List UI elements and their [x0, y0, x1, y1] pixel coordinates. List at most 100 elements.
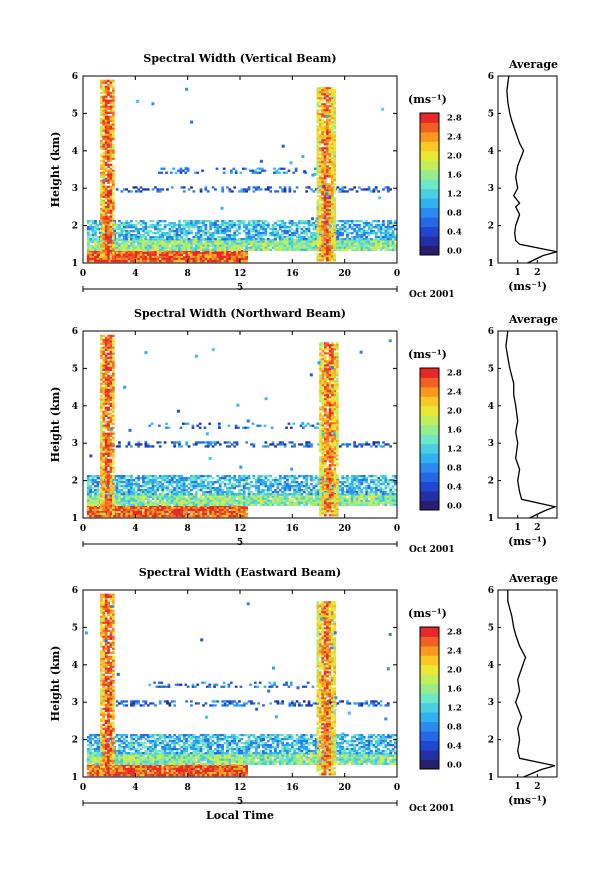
heatmap-cell: [323, 125, 327, 128]
heatmap-cell: [102, 223, 106, 226]
heatmap-cell: [230, 483, 234, 486]
heatmap-cell: [281, 236, 284, 239]
heatmap-cell: [211, 238, 215, 241]
heatmap-cell: [391, 501, 395, 504]
heatmap-cell: [120, 251, 124, 255]
heatmap-cell: [122, 240, 126, 243]
heatmap-cell: [163, 512, 167, 516]
heatmap-cell: [204, 259, 208, 263]
heatmap-cell: [122, 222, 126, 225]
heatmap-cell: [238, 190, 241, 193]
heatmap-cell: [142, 501, 145, 504]
heatmap-cell: [202, 508, 205, 512]
heatmap-cell: [278, 493, 282, 496]
heatmap-cell: [211, 248, 215, 251]
heatmap-cell: [330, 191, 334, 194]
heatmap-cell: [318, 249, 322, 252]
heatmap-cell: [323, 191, 327, 194]
colorbar-swatch: [420, 198, 439, 209]
heatmap-cell: [130, 246, 133, 249]
heatmap-cell: [168, 483, 172, 486]
heatmap-cell: [120, 224, 124, 227]
heatmap-cell: [274, 481, 277, 484]
heatmap-cell: [259, 220, 263, 223]
heatmap-cell: [104, 161, 108, 164]
heatmap-cell: [156, 508, 160, 512]
heatmap-cell: [204, 495, 208, 498]
heatmap-cell: [102, 205, 106, 208]
heatmap-cell: [218, 249, 222, 253]
heatmap-cell: [107, 219, 110, 222]
heatmap-cell: [175, 228, 179, 231]
heatmap-cell: [326, 161, 329, 164]
heatmap-cell: [104, 121, 108, 124]
heatmap-cell: [91, 479, 95, 482]
heatmap-cell: [204, 248, 208, 251]
heatmap-cell: [305, 503, 308, 506]
heatmap-cell: [127, 501, 131, 504]
heatmap-cell: [218, 238, 222, 241]
heatmap-cell: [100, 203, 103, 206]
heatmap-cell: [228, 246, 232, 249]
heatmap-cell: [321, 161, 324, 164]
heatmap-cell: [238, 495, 241, 498]
heatmap-cell: [104, 201, 108, 204]
heatmap-cell: [245, 477, 248, 480]
heatmap-cell: [384, 244, 388, 247]
heatmap-cell: [190, 230, 193, 233]
heatmap-cell: [254, 495, 258, 498]
heatmap-cell: [314, 220, 318, 223]
heatmap-cell: [316, 249, 320, 252]
heatmap-cell: [242, 226, 246, 229]
heatmap-cell: [94, 506, 97, 510]
heatmap-cell: [298, 248, 301, 251]
heatmap-cell: [154, 232, 157, 235]
heatmap-cell: [228, 242, 232, 245]
heatmap-cell: [175, 249, 179, 253]
heatmap-cell: [233, 506, 236, 510]
heatmap-cell: [305, 248, 308, 251]
heatmap-cell: [156, 483, 160, 486]
heatmap-cell: [202, 506, 205, 510]
heatmap-cell: [321, 87, 324, 90]
heatmap-cell: [379, 224, 383, 227]
heatmap-cell: [316, 145, 320, 148]
heatmap-cell: [310, 232, 313, 235]
heatmap-cell: [295, 477, 299, 480]
heatmap-cell: [109, 111, 113, 114]
heatmap-cell: [233, 501, 236, 504]
heatmap-cell: [382, 499, 385, 502]
heatmap-cell: [100, 113, 103, 116]
heatmap-cell: [139, 512, 143, 516]
heatmap-cell: [341, 186, 344, 189]
heatmap-cell: [197, 255, 200, 259]
heatmap-cell: [333, 133, 336, 136]
heatmap-cell: [328, 213, 332, 216]
heatmap-cell: [389, 240, 392, 243]
heatmap-cell: [328, 221, 332, 224]
heatmap-cell: [180, 240, 184, 243]
heatmap-cell: [194, 220, 198, 223]
heatmap-cell: [226, 512, 229, 516]
heatmap-cell: [298, 220, 301, 223]
heatmap-cell: [180, 497, 184, 500]
heatmap-cell: [209, 259, 212, 263]
heatmap-cell: [386, 501, 390, 504]
heatmap-cell: [240, 242, 244, 245]
heatmap-cell: [235, 244, 239, 247]
heatmap-cell: [247, 220, 251, 223]
heatmap-cell: [185, 497, 188, 500]
heatmap-cell: [264, 501, 268, 504]
heatmap-cell: [230, 242, 234, 245]
heatmap-cell: [386, 232, 390, 235]
heatmap-cell: [235, 242, 239, 245]
heatmap-cell: [353, 497, 356, 500]
heatmap-cell: [276, 244, 280, 247]
heatmap-cell: [137, 506, 140, 510]
heatmap-cell: [192, 240, 196, 243]
heatmap-cell: [180, 232, 184, 235]
heatmap-cell: [333, 139, 336, 142]
heatmap-cell: [382, 224, 385, 227]
heatmap-cell: [211, 224, 215, 227]
heatmap-cell: [328, 143, 332, 146]
